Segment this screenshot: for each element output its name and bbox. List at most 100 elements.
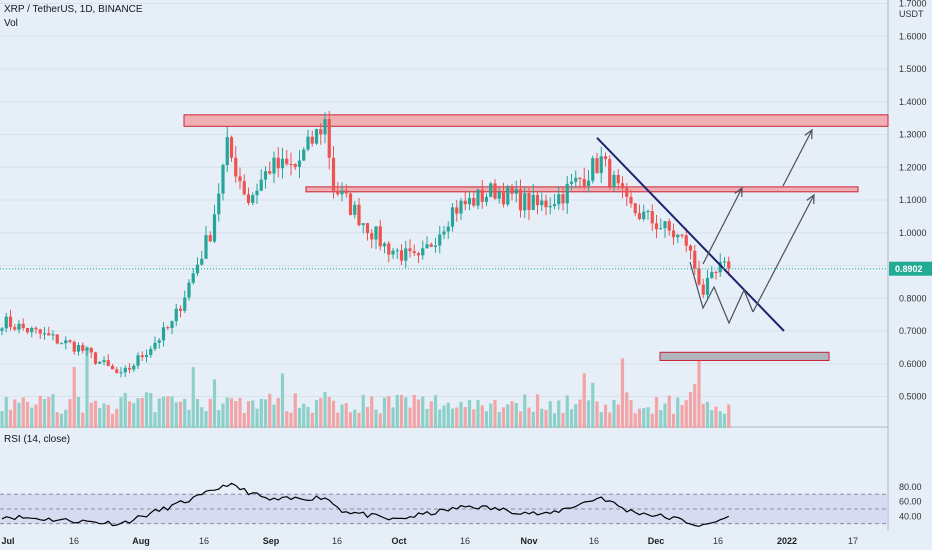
candle-body — [268, 171, 272, 174]
candle-body — [489, 183, 493, 197]
projection-arrow-recovery[interactable] — [752, 194, 815, 313]
candle-body — [259, 179, 263, 191]
price-tick-label: 1.6000 — [899, 31, 927, 41]
candle-body — [637, 213, 642, 220]
volume-bar — [123, 392, 127, 428]
candle-body — [433, 245, 438, 247]
volume-bar — [450, 408, 455, 428]
candle-body — [446, 226, 450, 232]
volume-bar — [331, 400, 336, 428]
candle-body — [204, 235, 208, 259]
volume-bar — [701, 403, 705, 428]
candle-body — [535, 194, 540, 206]
volume-bar — [276, 398, 280, 428]
price-tick-label: 1.3000 — [899, 130, 927, 140]
candle-body — [297, 160, 302, 167]
volume-bar — [455, 407, 459, 428]
mid-resistance-zone[interactable] — [305, 186, 859, 193]
candle-body — [455, 207, 459, 214]
volume-bar — [480, 405, 484, 428]
volume-bar — [374, 409, 378, 428]
candle-body — [81, 345, 85, 351]
candle-body — [676, 234, 680, 238]
projection-arrow-breakout[interactable] — [702, 187, 743, 265]
volume-bars — [0, 346, 731, 428]
volume-bar — [489, 403, 493, 428]
candle-body — [671, 230, 676, 238]
time-axis-label: 16 — [713, 536, 723, 546]
volume-bar — [115, 408, 119, 428]
resistance-zone[interactable] — [183, 114, 889, 127]
volume-bar — [212, 379, 217, 428]
candle-body — [221, 165, 225, 194]
volume-bar — [608, 412, 612, 428]
candle-body — [527, 193, 531, 210]
volume-bar — [30, 407, 34, 428]
time-axis-label: Nov — [520, 536, 537, 546]
volume-bar — [463, 407, 467, 428]
price-tick-label: 0.6000 — [899, 359, 927, 369]
support-zone[interactable] — [659, 351, 830, 361]
candle-body — [395, 250, 399, 252]
candle-body — [242, 181, 246, 195]
symbol-title[interactable]: XRP / TetherUS, 1D, BINANCE — [4, 4, 143, 15]
candle-body — [144, 355, 149, 358]
candle-body — [625, 188, 629, 197]
rsi-title[interactable]: RSI (14, close) — [4, 434, 71, 445]
volume-bar — [4, 397, 8, 428]
volume-bar — [676, 397, 680, 428]
volume-bar — [387, 396, 391, 428]
candle-body — [416, 253, 421, 256]
candle-body — [578, 177, 582, 179]
descending-trendline[interactable] — [596, 137, 785, 332]
volume-bar — [612, 400, 616, 428]
volume-bar — [302, 403, 306, 428]
volume-bar — [8, 409, 13, 428]
volume-bar — [476, 400, 480, 428]
volume-bar — [13, 399, 17, 428]
candle-body — [115, 369, 119, 374]
candle-body — [484, 196, 489, 202]
candle-body — [85, 348, 89, 351]
volume-bar — [484, 411, 489, 428]
volume-bar — [399, 394, 404, 428]
candle-body — [574, 177, 578, 182]
volume-bar — [119, 397, 123, 428]
currency-label: USDT — [899, 9, 924, 19]
candle-body — [727, 261, 731, 269]
volume-bar — [531, 411, 535, 428]
candle-body — [170, 321, 174, 329]
candle-body — [13, 327, 17, 330]
volume-bar — [574, 404, 578, 428]
candle-body — [603, 156, 608, 160]
volume-bar — [42, 399, 47, 428]
volume-label[interactable]: Vol — [4, 18, 18, 29]
projection-path-zigzag[interactable] — [689, 261, 754, 325]
volume-bar — [654, 397, 659, 428]
candle-body — [501, 192, 506, 205]
candle-body — [620, 183, 625, 189]
horizontal-zones[interactable] — [183, 114, 889, 361]
drawing-tools[interactable] — [0, 128, 888, 332]
candle-body — [412, 251, 416, 254]
projection-arrow-top[interactable] — [782, 129, 813, 187]
volume-bar — [51, 394, 55, 428]
volume-bar — [204, 411, 208, 428]
volume-bar — [59, 413, 64, 428]
volume-bar — [552, 413, 557, 428]
volume-bar — [348, 412, 353, 428]
candle-body — [633, 203, 637, 214]
volume-bar — [55, 412, 59, 428]
volume-bar — [319, 397, 323, 428]
time-axis-label: 17 — [848, 536, 858, 546]
volume-bar — [620, 358, 625, 428]
time-axis-label: Sep — [263, 536, 280, 546]
volume-bar — [140, 397, 144, 428]
candle-body — [663, 221, 667, 229]
candle-body — [212, 214, 217, 242]
volume-bar — [544, 409, 548, 428]
volume-bar — [412, 394, 416, 428]
candle-body — [642, 211, 646, 220]
volume-bar — [659, 410, 663, 428]
